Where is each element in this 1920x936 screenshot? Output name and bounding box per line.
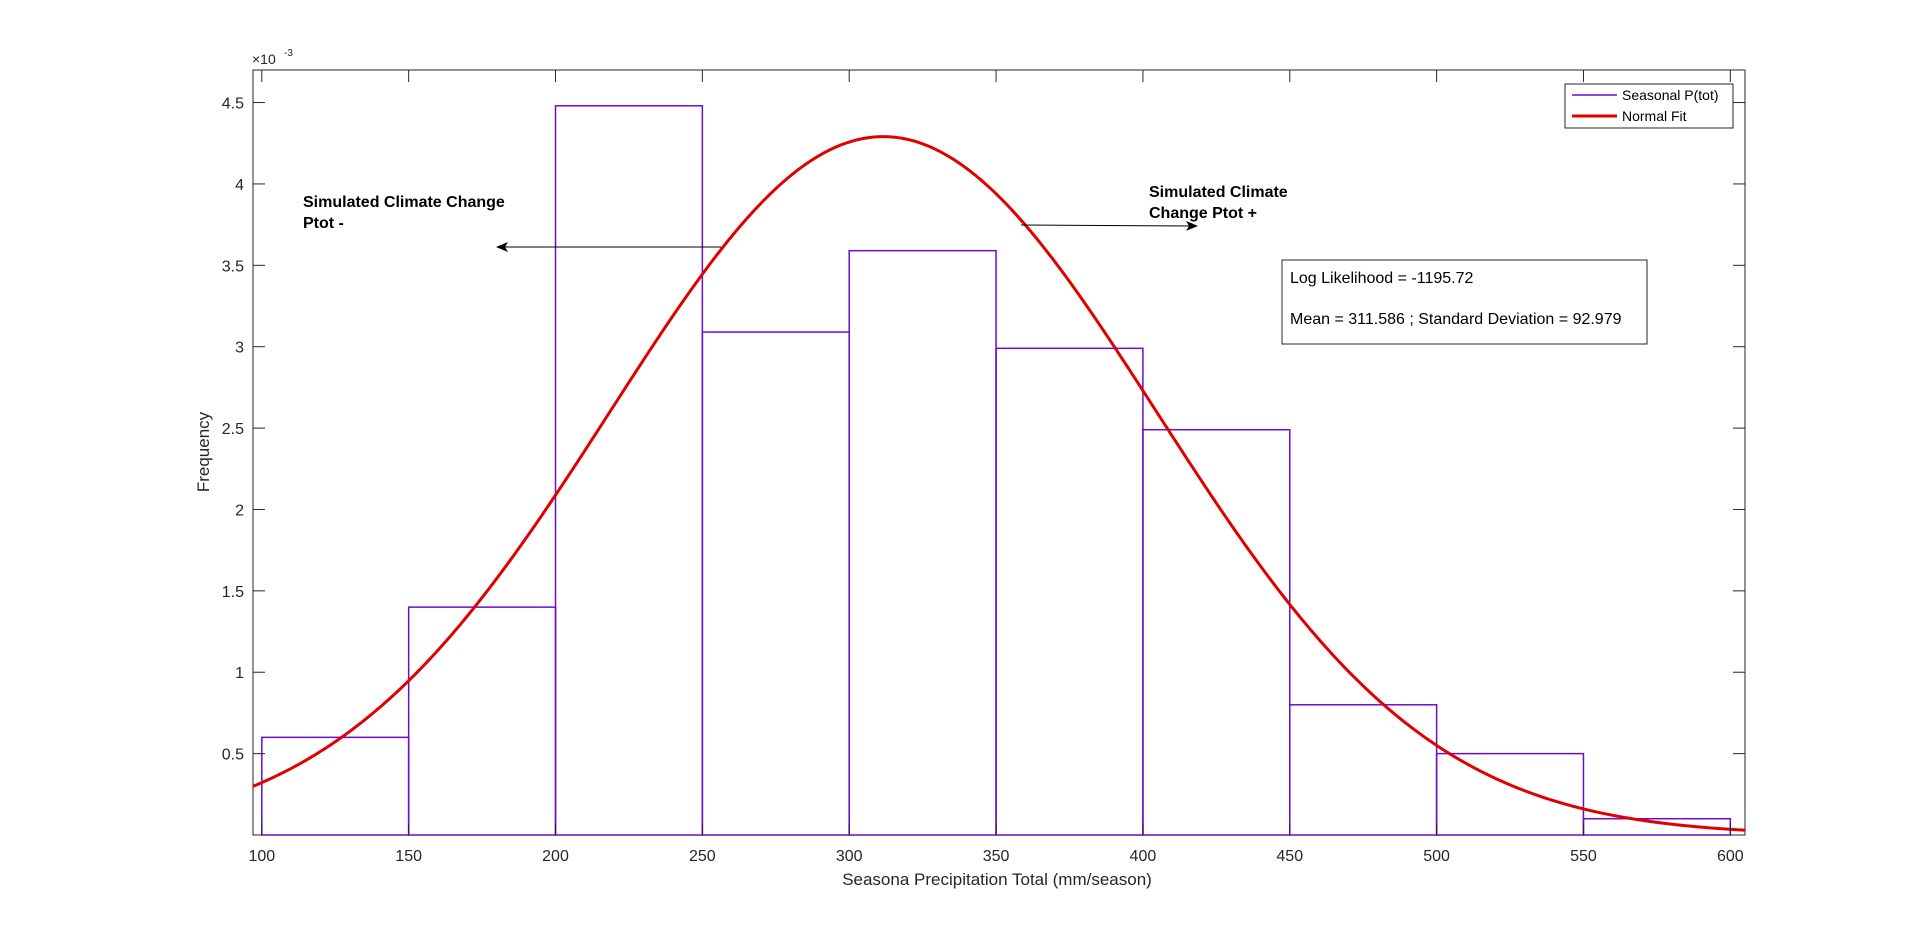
y-axis-label: Frequency <box>194 411 213 492</box>
x-tick-label: 500 <box>1423 848 1450 865</box>
y-tick-labels: 0.5 1 1.5 2 2.5 3 3.5 4 4.5 <box>222 96 244 764</box>
axis-ticks <box>253 70 1745 835</box>
legend-label-histogram: Seasonal P(tot) <box>1622 87 1719 103</box>
legend: Seasonal P(tot) Normal Fit <box>1564 83 1734 129</box>
plot-axes-box <box>252 69 1746 836</box>
x-tick-label: 150 <box>395 848 422 865</box>
left-annotation-line2: Ptot - <box>303 215 344 232</box>
normal-fit-curve <box>252 135 1746 832</box>
x-tick-label: 350 <box>983 848 1010 865</box>
stats-box <box>1281 259 1648 345</box>
y-tick-label: 0.5 <box>222 747 244 764</box>
x-tick-label: 200 <box>542 848 569 865</box>
y-tick-label: 1.5 <box>222 584 244 601</box>
legend-label-normal-fit: Normal Fit <box>1622 108 1687 124</box>
y-tick-label: 2 <box>235 502 244 519</box>
x-tick-label: 300 <box>836 848 863 865</box>
x-tick-label: 450 <box>1276 848 1303 865</box>
legend-box <box>1564 83 1734 129</box>
right-annotation-line2: Change Ptot + <box>1149 205 1257 222</box>
y-tick-label: 4 <box>235 177 244 194</box>
x-axis-label: Seasona Precipitation Total (mm/season) <box>842 870 1152 889</box>
log-likelihood-text: Log Likelihood = -1195.72 <box>1290 270 1474 287</box>
right-annotation-line1: Simulated Climate <box>1149 184 1288 201</box>
histogram-bar <box>1142 428 1291 836</box>
x-tick-label: 600 <box>1717 848 1744 865</box>
histogram-bar <box>1435 752 1585 836</box>
x-tick-label: 250 <box>689 848 716 865</box>
y-tick-label: 4.5 <box>222 96 244 113</box>
y-tick-label: 1 <box>235 665 244 682</box>
y-exponent-label: ×10 <box>252 51 276 67</box>
x-tick-label: 550 <box>1570 848 1597 865</box>
y-tick-label: 2.5 <box>222 421 244 438</box>
y-tick-label: 3 <box>235 340 244 357</box>
right-arrow <box>1020 220 1198 231</box>
x-tick-label: 100 <box>248 848 275 865</box>
x-tick-label: 400 <box>1130 848 1157 865</box>
y-tick-label: 3.5 <box>222 258 244 275</box>
x-tick-labels: 100 150 200 250 300 350 400 450 500 550 600 <box>248 848 1743 865</box>
y-exponent-power: -3 <box>284 48 293 59</box>
histogram-bars <box>261 105 1732 836</box>
mean-std-text: Mean = 311.586 ; Standard Deviation = 92… <box>1290 311 1622 328</box>
left-annotation-line1: Simulated Climate Change <box>303 194 505 211</box>
